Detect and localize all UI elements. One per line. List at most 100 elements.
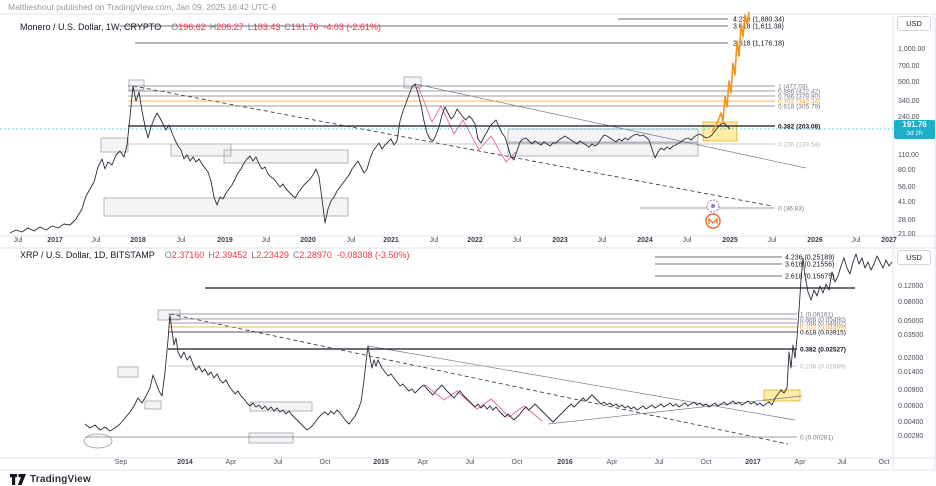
fib-level-label: 0.382 (203.08) — [778, 124, 820, 131]
time-tick-label: 2016 — [557, 459, 573, 466]
price-tick-label: 1,000.00 — [898, 46, 926, 53]
publish-watermark: Mattlieshout published on TradingView.co… — [8, 2, 277, 12]
fib-extension-label: 3.618 (1,611.38) — [733, 24, 784, 31]
ohlc-close-value: 191.76 — [290, 22, 319, 32]
time-tick-label: 2025 — [722, 237, 738, 244]
fib-level-label: 0.886 (0.05490) — [800, 317, 846, 324]
trendline-drawing[interactable] — [169, 313, 789, 445]
range-box-drawing[interactable] — [403, 76, 422, 89]
time-tick-label: 2026 — [807, 237, 823, 244]
fib-level-label: 0 (0.00281) — [800, 435, 833, 442]
price-tick-label: 56.00 — [898, 184, 916, 191]
fib-level-label: 0.382 (0.02527) — [800, 347, 846, 354]
price-tick-label: 340.00 — [898, 98, 920, 105]
time-tick-label: 2014 — [177, 459, 193, 466]
time-tick-label: 2027 — [881, 237, 897, 244]
fib-extension-label: 3.618 (0.21556) — [785, 262, 834, 269]
fib-level-label: 0.618 (0.03915) — [800, 330, 846, 337]
currency-toggle-top[interactable]: USD — [897, 16, 931, 31]
trendline-drawing[interactable] — [367, 345, 796, 421]
current-price-tag: 191.76 3d 2h — [894, 120, 935, 139]
range-box-drawing[interactable] — [157, 309, 181, 321]
time-axis-bottom[interactable]: Sep 2014 Apr Jul Oct 2015 Apr Jul Oct 2016 Apr Jul O… — [0, 458, 893, 470]
ohlc-low-value: 2.23429 — [256, 250, 289, 260]
price-tick-label: 0.08000 — [898, 299, 924, 306]
price-tick-label: 28.00 — [898, 217, 916, 224]
fib-level-label: 1 (0.06161) — [800, 312, 833, 319]
range-box-drawing[interactable] — [117, 366, 139, 378]
range-box-drawing[interactable] — [103, 197, 349, 217]
price-tick-label: 0.03500 — [898, 332, 924, 339]
fib-extension-label: 2.618 (1,176.18) — [733, 41, 784, 48]
time-tick-label: 2018 — [130, 237, 146, 244]
range-box-drawing[interactable] — [144, 400, 162, 410]
monero-logo-icon[interactable] — [705, 213, 721, 229]
time-axis-top[interactable]: Jul 2017 Jul 2018 Jul 2019 Jul 2020 Jul 2021 Jul 20… — [0, 236, 897, 248]
price-axis-bottom[interactable]: USD 0.12000 0.08000 0.05000 0.03500 0.02000 0… — [894, 248, 936, 458]
ohlc-close-value: 2.28970 — [299, 250, 332, 260]
fib-level-label: 0.702 (342.34) — [778, 99, 820, 106]
price-tick-label: 0.00280 — [898, 433, 924, 440]
time-tick-label: Apr — [606, 459, 618, 466]
range-box-drawing[interactable] — [507, 142, 699, 157]
currency-toggle-bottom[interactable]: USD — [897, 250, 931, 265]
fib-level-label: 0.786 (0.04902) — [800, 321, 846, 328]
time-tick-label: Jul — [273, 459, 283, 466]
range-box-drawing[interactable] — [128, 79, 145, 91]
price-axis-top[interactable]: USD 191.76 3d 2h 1,000.00 700.00 500.00 340… — [894, 14, 936, 238]
symbol-title-bottom[interactable]: XRP / U.S. Dollar, 1D, BITSTAMP — [20, 250, 155, 260]
price-tick-label: 80.00 — [898, 167, 916, 174]
time-tick-label: Jul — [465, 459, 475, 466]
ohlc-low-label: L — [251, 250, 257, 260]
time-tick-label: Jul — [767, 237, 777, 244]
range-box-drawing[interactable] — [249, 401, 313, 412]
ohlc-open-value: 2.37160 — [171, 250, 205, 260]
range-box-drawing[interactable] — [100, 137, 129, 153]
ohlc-low-value: 183.43 — [252, 22, 281, 32]
highlight-box-drawing[interactable] — [763, 389, 801, 402]
time-tick-label: 2017 — [47, 237, 63, 244]
range-box-drawing[interactable] — [223, 149, 349, 164]
range-box-drawing[interactable] — [507, 128, 699, 143]
time-tick-label: Apr — [417, 459, 429, 466]
symbol-header-bottom: XRP / U.S. Dollar, 1D, BITSTAMP O2.37160 H… — [20, 250, 409, 260]
zigzag-pattern-drawing[interactable] — [424, 384, 543, 422]
projection-path[interactable] — [711, 11, 750, 133]
time-tick-label: 2017 — [745, 459, 761, 466]
time-tick-label: 2015 — [373, 459, 389, 466]
zigzag-pattern-drawing[interactable] — [417, 85, 517, 163]
fib-level-label: 0.786 (378.90) — [778, 94, 820, 101]
ohlc-high-value: 206.27 — [216, 22, 244, 32]
price-tick-label: 0.02000 — [898, 355, 924, 362]
fib-level-label: 0.236 (0.01669) — [800, 364, 846, 371]
price-tick-label: 700.00 — [898, 63, 920, 70]
ellipse-drawing[interactable] — [83, 433, 113, 449]
fib-extension-label: 2.618 (0.15675) — [785, 274, 834, 281]
fib-level-label: 0.618 (305.79) — [778, 104, 820, 111]
price-series-line — [84, 253, 893, 432]
time-tick-label: 2021 — [383, 237, 399, 244]
bar-countdown: 3d 2h — [906, 130, 923, 137]
fib-level-label: 0.702 (0.04409) — [800, 325, 846, 332]
range-box-drawing[interactable] — [248, 432, 294, 444]
symbol-title-top[interactable]: Monero / U.S. Dollar, 1W, CRYPTO — [20, 22, 162, 32]
time-tick-label: 2019 — [217, 237, 233, 244]
time-tick-label: Jul — [429, 237, 439, 244]
drawing-anchor-icon — [711, 204, 715, 208]
tradingview-logo[interactable]: TradingView — [10, 472, 91, 486]
change-value-bottom: -0.08308 (-3.50%) — [336, 250, 410, 260]
trendline-drawing[interactable] — [547, 395, 803, 425]
range-box-drawing[interactable] — [170, 143, 232, 157]
time-tick-label: Jul — [91, 237, 101, 244]
ohlc-open-label: O — [164, 250, 172, 260]
ohlc-high-label: H — [209, 22, 217, 32]
price-tick-label: 0.00400 — [898, 419, 924, 426]
time-tick-label: Jul — [654, 459, 664, 466]
price-tick-label: 500.00 — [898, 79, 920, 86]
highlight-box-drawing[interactable] — [702, 121, 738, 142]
tradingview-logo-text: TradingView — [30, 473, 91, 485]
price-tick-label: 110.00 — [898, 152, 919, 159]
time-tick-label: Jul — [837, 459, 847, 466]
